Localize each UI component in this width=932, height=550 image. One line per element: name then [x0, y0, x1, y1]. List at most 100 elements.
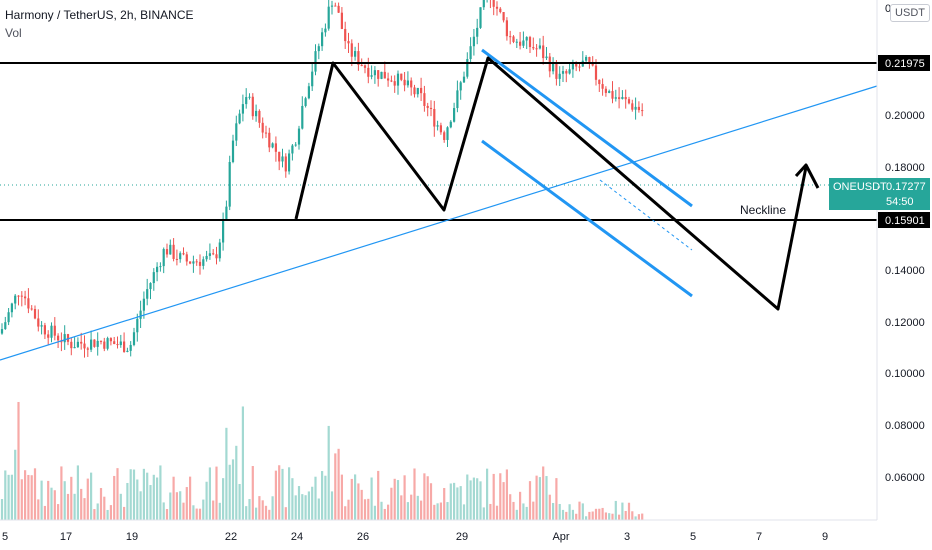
volume-bar: [456, 487, 459, 520]
volume-bar: [162, 502, 165, 520]
candle-body: [459, 82, 462, 91]
volume-bar: [393, 478, 396, 520]
candle-body: [159, 266, 162, 268]
candle-body: [63, 334, 66, 343]
volume-bar: [80, 488, 83, 520]
chart-title: Harmony / TetherUS, 2h, BINANCE: [5, 8, 194, 22]
candle-body: [165, 249, 169, 255]
volume-bar: [462, 504, 466, 520]
volume-bar: [27, 474, 30, 520]
candle-body: [413, 87, 416, 95]
candle-body: [641, 110, 644, 112]
candle-body: [182, 253, 185, 255]
candle-body: [297, 128, 301, 145]
candle-body: [532, 47, 535, 49]
candle-body: [175, 258, 178, 260]
price-axis[interactable]: 0 0.20000 0.18000 0.14000 0.12000 0.1000…: [876, 0, 930, 520]
volume-bar: [519, 491, 522, 520]
volume-bar: [608, 513, 611, 520]
candle-body: [198, 261, 202, 266]
candle-body: [585, 56, 588, 61]
candlestick-series: [0, 0, 644, 358]
volume-bar: [86, 478, 89, 520]
candle-body: [637, 106, 640, 111]
volume-bar: [443, 488, 446, 520]
candle-body: [241, 104, 244, 114]
candle-body: [169, 244, 172, 255]
candle-body: [347, 41, 350, 44]
x-tick: 22: [225, 531, 237, 543]
volume-bar: [522, 503, 525, 520]
volume-bar: [129, 469, 132, 520]
candle-body: [24, 296, 27, 299]
candle-body: [215, 254, 218, 259]
y-tick: 0.18000: [885, 162, 925, 174]
volume-bar: [106, 509, 109, 520]
volume-bar: [581, 503, 584, 520]
candle-body: [495, 6, 499, 9]
candle-body: [202, 259, 205, 266]
volume-bar: [575, 513, 578, 520]
candle-body: [30, 308, 33, 310]
candle-body: [456, 90, 459, 109]
volume-bar: [426, 476, 429, 520]
x-tick: 9: [822, 531, 828, 543]
ascending-trendline[interactable]: [0, 85, 878, 361]
candle-body: [571, 63, 574, 70]
candle-body: [129, 344, 132, 351]
volume-bar: [618, 514, 621, 520]
volume-bar: [363, 499, 367, 520]
volume-bar: [132, 469, 136, 520]
volume-bar: [486, 468, 489, 520]
candle-body: [324, 28, 327, 33]
candle-body: [469, 46, 472, 60]
volume-bar: [123, 506, 126, 520]
volume-bar: [598, 508, 601, 520]
candle-body: [294, 144, 297, 146]
candle-body: [499, 8, 502, 13]
volume-bar: [189, 476, 192, 520]
candle-body: [558, 73, 561, 79]
volume-bar: [212, 500, 215, 520]
volume-bar: [175, 492, 178, 520]
volume-bar: [231, 459, 235, 520]
volume-bar: [284, 507, 287, 520]
candle-body: [126, 350, 129, 352]
volume-bar: [314, 476, 317, 520]
volume-bar: [169, 492, 172, 520]
volume-bar: [552, 502, 555, 520]
currency-selector[interactable]: USDT: [890, 4, 930, 22]
volume-bar: [96, 503, 99, 520]
volume-bar: [66, 493, 70, 520]
volume-bar: [502, 482, 505, 520]
volume-bar: [109, 505, 112, 520]
svg-text:-: -: [877, 181, 881, 193]
channel-lower-line[interactable]: [481, 139, 693, 298]
volume-bar: [172, 476, 175, 520]
candle-body: [53, 325, 56, 336]
double-top-pattern[interactable]: [294, 56, 808, 311]
candle-body: [93, 339, 96, 347]
volume-bar: [152, 474, 155, 520]
candle-body: [538, 45, 541, 49]
channel-upper-line[interactable]: [481, 48, 693, 208]
x-tick: 26: [357, 531, 369, 543]
volume-bar: [347, 499, 350, 520]
volume-bar: [63, 481, 66, 520]
candle-body: [50, 325, 53, 338]
volume-bar: [195, 508, 198, 520]
candle-body: [264, 132, 268, 134]
candle-body: [248, 96, 251, 98]
candle-body: [387, 78, 390, 81]
volume-bar: [377, 470, 380, 520]
x-tick: 29: [456, 531, 468, 543]
candle-body: [472, 36, 475, 47]
axis-top-clipped-label: 0: [885, 3, 891, 15]
volume-bar: [360, 489, 363, 520]
time-axis[interactable]: 5 17 19 22 24 26 29 Apr 3 5 7 9: [0, 519, 877, 543]
volume-bar: [24, 470, 27, 520]
volume-bar: [321, 471, 324, 520]
candle-body: [433, 109, 436, 127]
volume-bar: [50, 487, 53, 520]
